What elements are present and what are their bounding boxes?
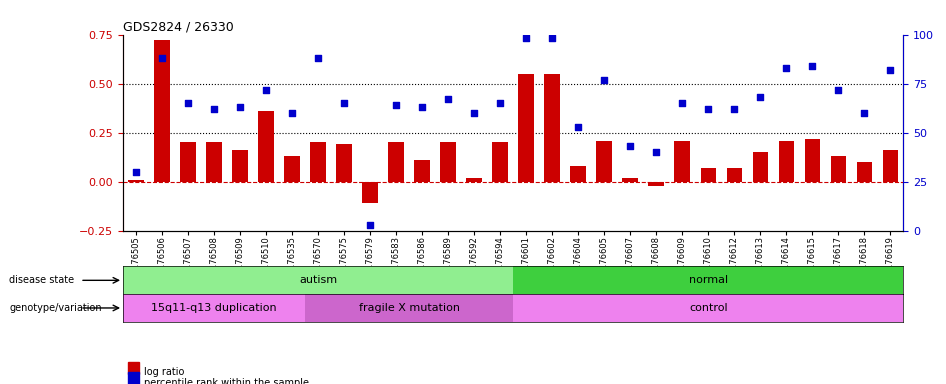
Point bbox=[493, 100, 508, 106]
Text: log ratio: log ratio bbox=[144, 367, 184, 377]
Point bbox=[518, 35, 534, 41]
Point bbox=[154, 55, 169, 61]
Point bbox=[831, 86, 846, 93]
Bar bbox=[154, 40, 170, 182]
Bar bbox=[129, 180, 144, 182]
Bar bbox=[857, 162, 872, 182]
Text: autism: autism bbox=[299, 275, 337, 285]
Point bbox=[883, 67, 898, 73]
Point bbox=[622, 143, 638, 149]
Bar bbox=[492, 142, 508, 182]
Bar bbox=[362, 182, 377, 203]
Point bbox=[337, 100, 352, 106]
Bar bbox=[233, 150, 248, 182]
Point bbox=[597, 77, 612, 83]
Bar bbox=[466, 178, 482, 182]
Bar bbox=[596, 141, 612, 182]
Text: 15q11-q13 duplication: 15q11-q13 duplication bbox=[151, 303, 277, 313]
Point bbox=[414, 104, 429, 110]
Bar bbox=[700, 168, 716, 182]
Bar bbox=[310, 142, 325, 182]
Point bbox=[805, 63, 820, 69]
Point bbox=[258, 86, 273, 93]
Point bbox=[129, 169, 144, 175]
Point bbox=[701, 106, 716, 112]
Text: GDS2824 / 26330: GDS2824 / 26330 bbox=[123, 20, 234, 33]
Point bbox=[362, 222, 377, 228]
Bar bbox=[648, 182, 664, 185]
Bar bbox=[883, 150, 898, 182]
Point bbox=[441, 96, 456, 103]
Bar bbox=[284, 156, 300, 182]
Bar bbox=[258, 111, 274, 182]
Bar bbox=[831, 156, 846, 182]
Bar bbox=[206, 142, 221, 182]
Point bbox=[570, 124, 586, 130]
Point bbox=[753, 94, 768, 101]
Point bbox=[389, 102, 404, 108]
Bar bbox=[779, 141, 794, 182]
Bar bbox=[513, 294, 903, 322]
Text: percentile rank within the sample: percentile rank within the sample bbox=[144, 378, 308, 384]
Bar bbox=[513, 266, 903, 294]
Point bbox=[649, 149, 664, 156]
Text: fragile X mutation: fragile X mutation bbox=[359, 303, 460, 313]
Text: normal: normal bbox=[689, 275, 727, 285]
Bar bbox=[727, 168, 742, 182]
Bar bbox=[752, 152, 768, 182]
Text: genotype/variation: genotype/variation bbox=[9, 303, 102, 313]
Point bbox=[674, 100, 690, 106]
Bar bbox=[305, 294, 513, 322]
Point bbox=[727, 106, 742, 112]
Bar bbox=[518, 74, 534, 182]
Bar bbox=[336, 144, 352, 182]
Bar bbox=[123, 266, 513, 294]
Bar bbox=[440, 142, 456, 182]
Bar bbox=[570, 166, 586, 182]
Point bbox=[779, 65, 794, 71]
Point bbox=[466, 110, 482, 116]
Bar bbox=[388, 142, 404, 182]
Point bbox=[310, 55, 325, 61]
Point bbox=[857, 110, 872, 116]
Text: control: control bbox=[689, 303, 727, 313]
Text: disease state: disease state bbox=[9, 275, 75, 285]
Bar bbox=[414, 160, 429, 182]
Point bbox=[233, 104, 248, 110]
Bar bbox=[180, 142, 196, 182]
Bar bbox=[622, 178, 638, 182]
Bar bbox=[804, 139, 820, 182]
Point bbox=[181, 100, 196, 106]
Bar bbox=[544, 74, 560, 182]
Bar bbox=[123, 294, 305, 322]
Point bbox=[285, 110, 300, 116]
Point bbox=[545, 35, 560, 41]
Point bbox=[206, 106, 221, 112]
Bar bbox=[674, 141, 690, 182]
